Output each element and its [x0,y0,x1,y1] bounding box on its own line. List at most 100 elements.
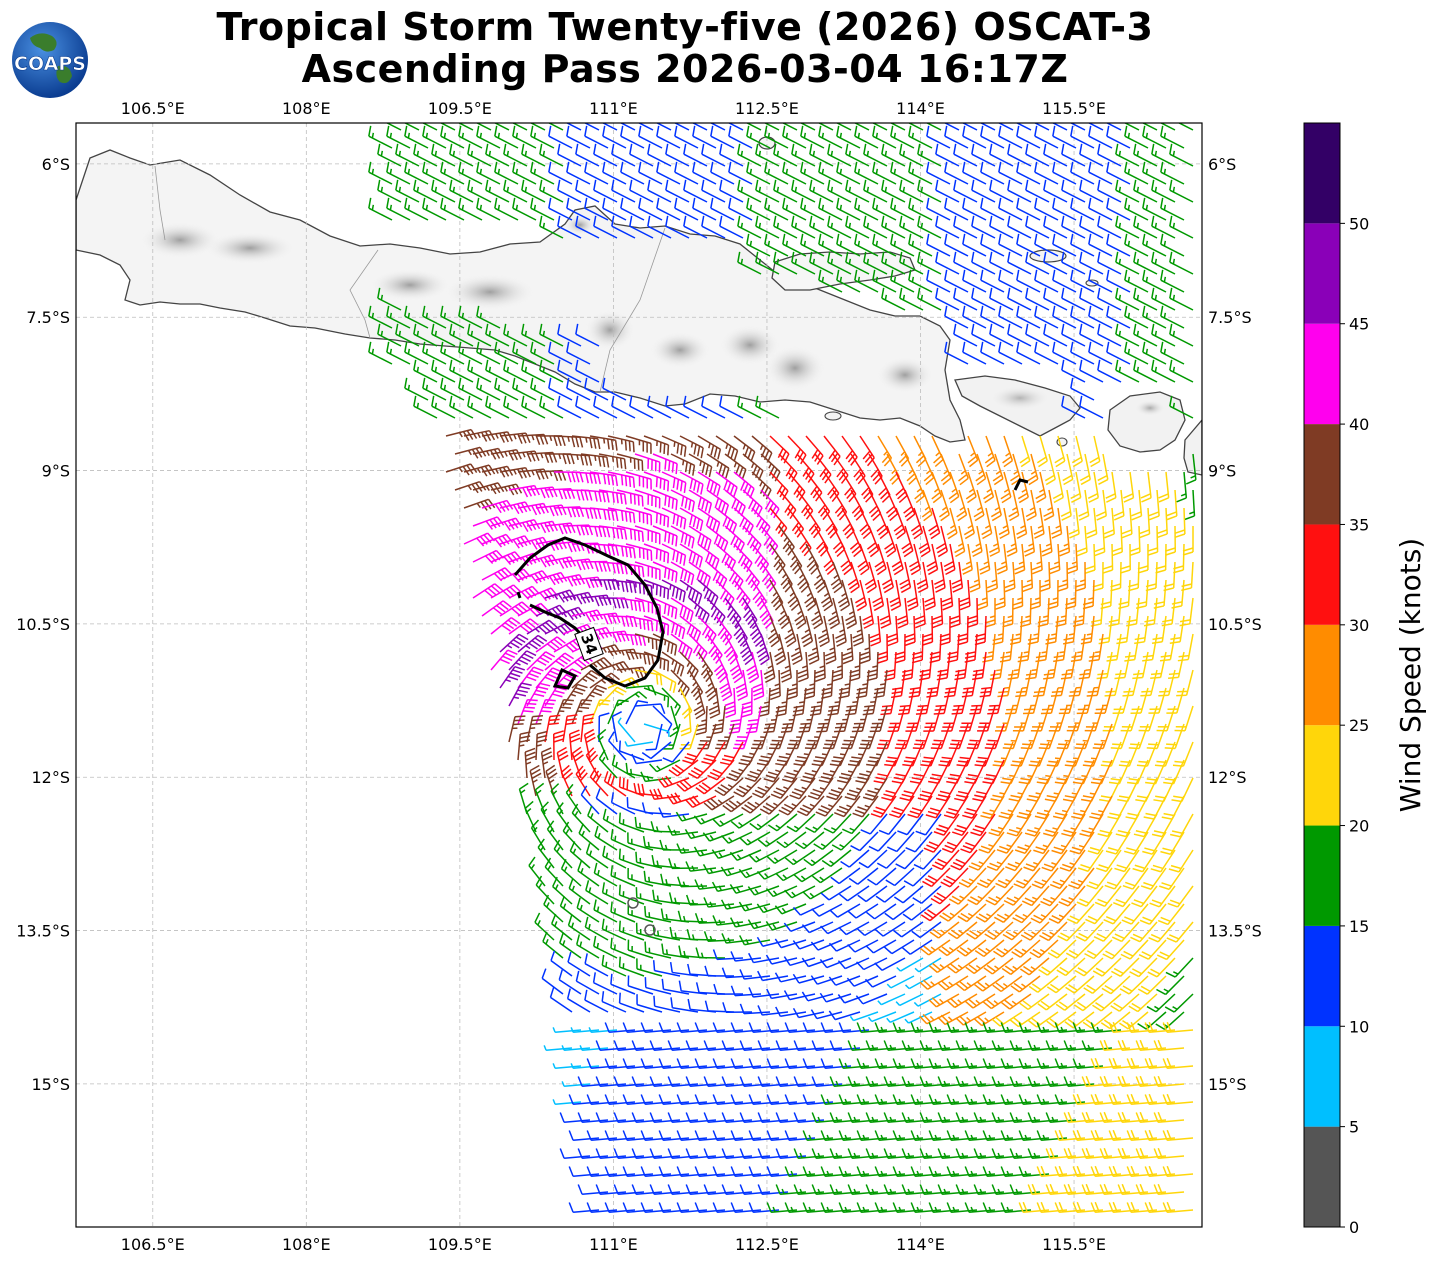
wind-barb [752,777,780,799]
wind-barb [801,991,834,1002]
wind-barb [797,795,825,817]
wind-barb [774,633,787,666]
wind-barb [517,731,531,761]
wind-barb [992,975,1023,993]
wind-barb [1092,723,1113,750]
wind-barb [899,287,924,311]
lat-tick-label-left: 12°S [31,768,70,787]
wind-barb [552,1099,582,1105]
wind-barb [1065,939,1095,959]
wind-barb [661,687,681,716]
wind-barb [529,764,542,797]
wind-barb [616,525,644,543]
wind-barb [746,161,771,185]
wind-barb [757,1076,789,1087]
wind-barb [787,507,805,538]
wind-barb [710,161,735,185]
wind-barb [894,723,915,750]
wind-barb [566,988,591,1013]
wind-barb [1106,233,1131,257]
wind-barb [890,125,915,149]
wind-barb [815,795,843,817]
wind-barb [820,579,834,612]
wind-barb [539,323,564,347]
wind-barb [998,795,1023,820]
lat-tick-label-left: 13.5°S [16,922,70,941]
wind-barb [1160,305,1185,329]
wind-barb [1030,903,1059,924]
wind-barb [781,123,798,131]
wind-barb [903,489,916,522]
wind-barb [490,584,522,599]
wind-barb [1140,471,1152,503]
wind-barb [871,123,888,131]
wind-barb [1007,143,1032,167]
wind-barb [899,215,924,239]
wind-barb [899,143,924,167]
wind-barb [553,574,586,587]
wind-barb [503,395,528,419]
wind-barb [864,561,877,594]
wind-barb [1169,179,1194,203]
wind-barb [1124,269,1149,293]
wind-barb [912,885,942,904]
wind-barb [947,957,978,974]
wind-barb [368,305,393,329]
wind-barb [709,123,726,131]
wind-barb [1158,471,1170,503]
wind-barb [1052,161,1077,185]
wind-barb [1168,849,1194,873]
wind-barb [738,867,771,879]
wind-barb [618,884,645,905]
wind-barb [377,143,402,167]
wind-barb [1142,341,1167,365]
wind-barb [784,885,816,899]
wind-barb [571,669,601,689]
wind-barb [769,669,781,701]
wind-barb [998,197,1023,221]
wind-barb [524,747,536,779]
wind-barb [984,435,996,468]
wind-barb [1034,233,1059,257]
wind-barb [747,919,780,930]
wind-barb [547,123,564,131]
wind-barb [1113,489,1125,521]
wind-barb [874,921,906,937]
wind-barb [589,543,620,556]
wind-barb [721,967,753,979]
wind-barb [566,377,591,401]
wind-barb [695,777,726,795]
wind-barb [775,1006,807,1018]
wind-barb [1148,921,1176,943]
wind-barb [625,471,652,490]
wind-barb [703,1076,735,1087]
wind-barb [556,802,573,833]
wind-barb [913,471,925,504]
wind-barb [685,861,717,872]
wind-barb [631,1076,663,1087]
wind-barb [710,197,735,221]
lon-tick-label-top: 115.5°E [1042,99,1106,118]
wind-barb [635,851,663,869]
wind-barb [431,323,456,347]
wind-barb [1100,1011,1131,1030]
wind-barb [616,489,644,507]
wind-barb [971,525,983,558]
wind-barb [544,589,577,603]
wind-barb [439,123,456,131]
wind-barb [749,813,780,831]
wind-barb [1111,957,1140,977]
wind-barb [1076,885,1104,907]
wind-barb [925,123,942,131]
wind-barb [598,561,628,575]
wind-barb [566,197,591,221]
wind-barb [559,896,582,923]
wind-barb [524,800,537,833]
wind-barb [946,993,978,1009]
wind-barb [1141,123,1158,131]
wind-barb [733,543,753,573]
wind-barb [995,867,1023,889]
wind-barb [974,939,1005,958]
wind-barb [1052,795,1077,820]
